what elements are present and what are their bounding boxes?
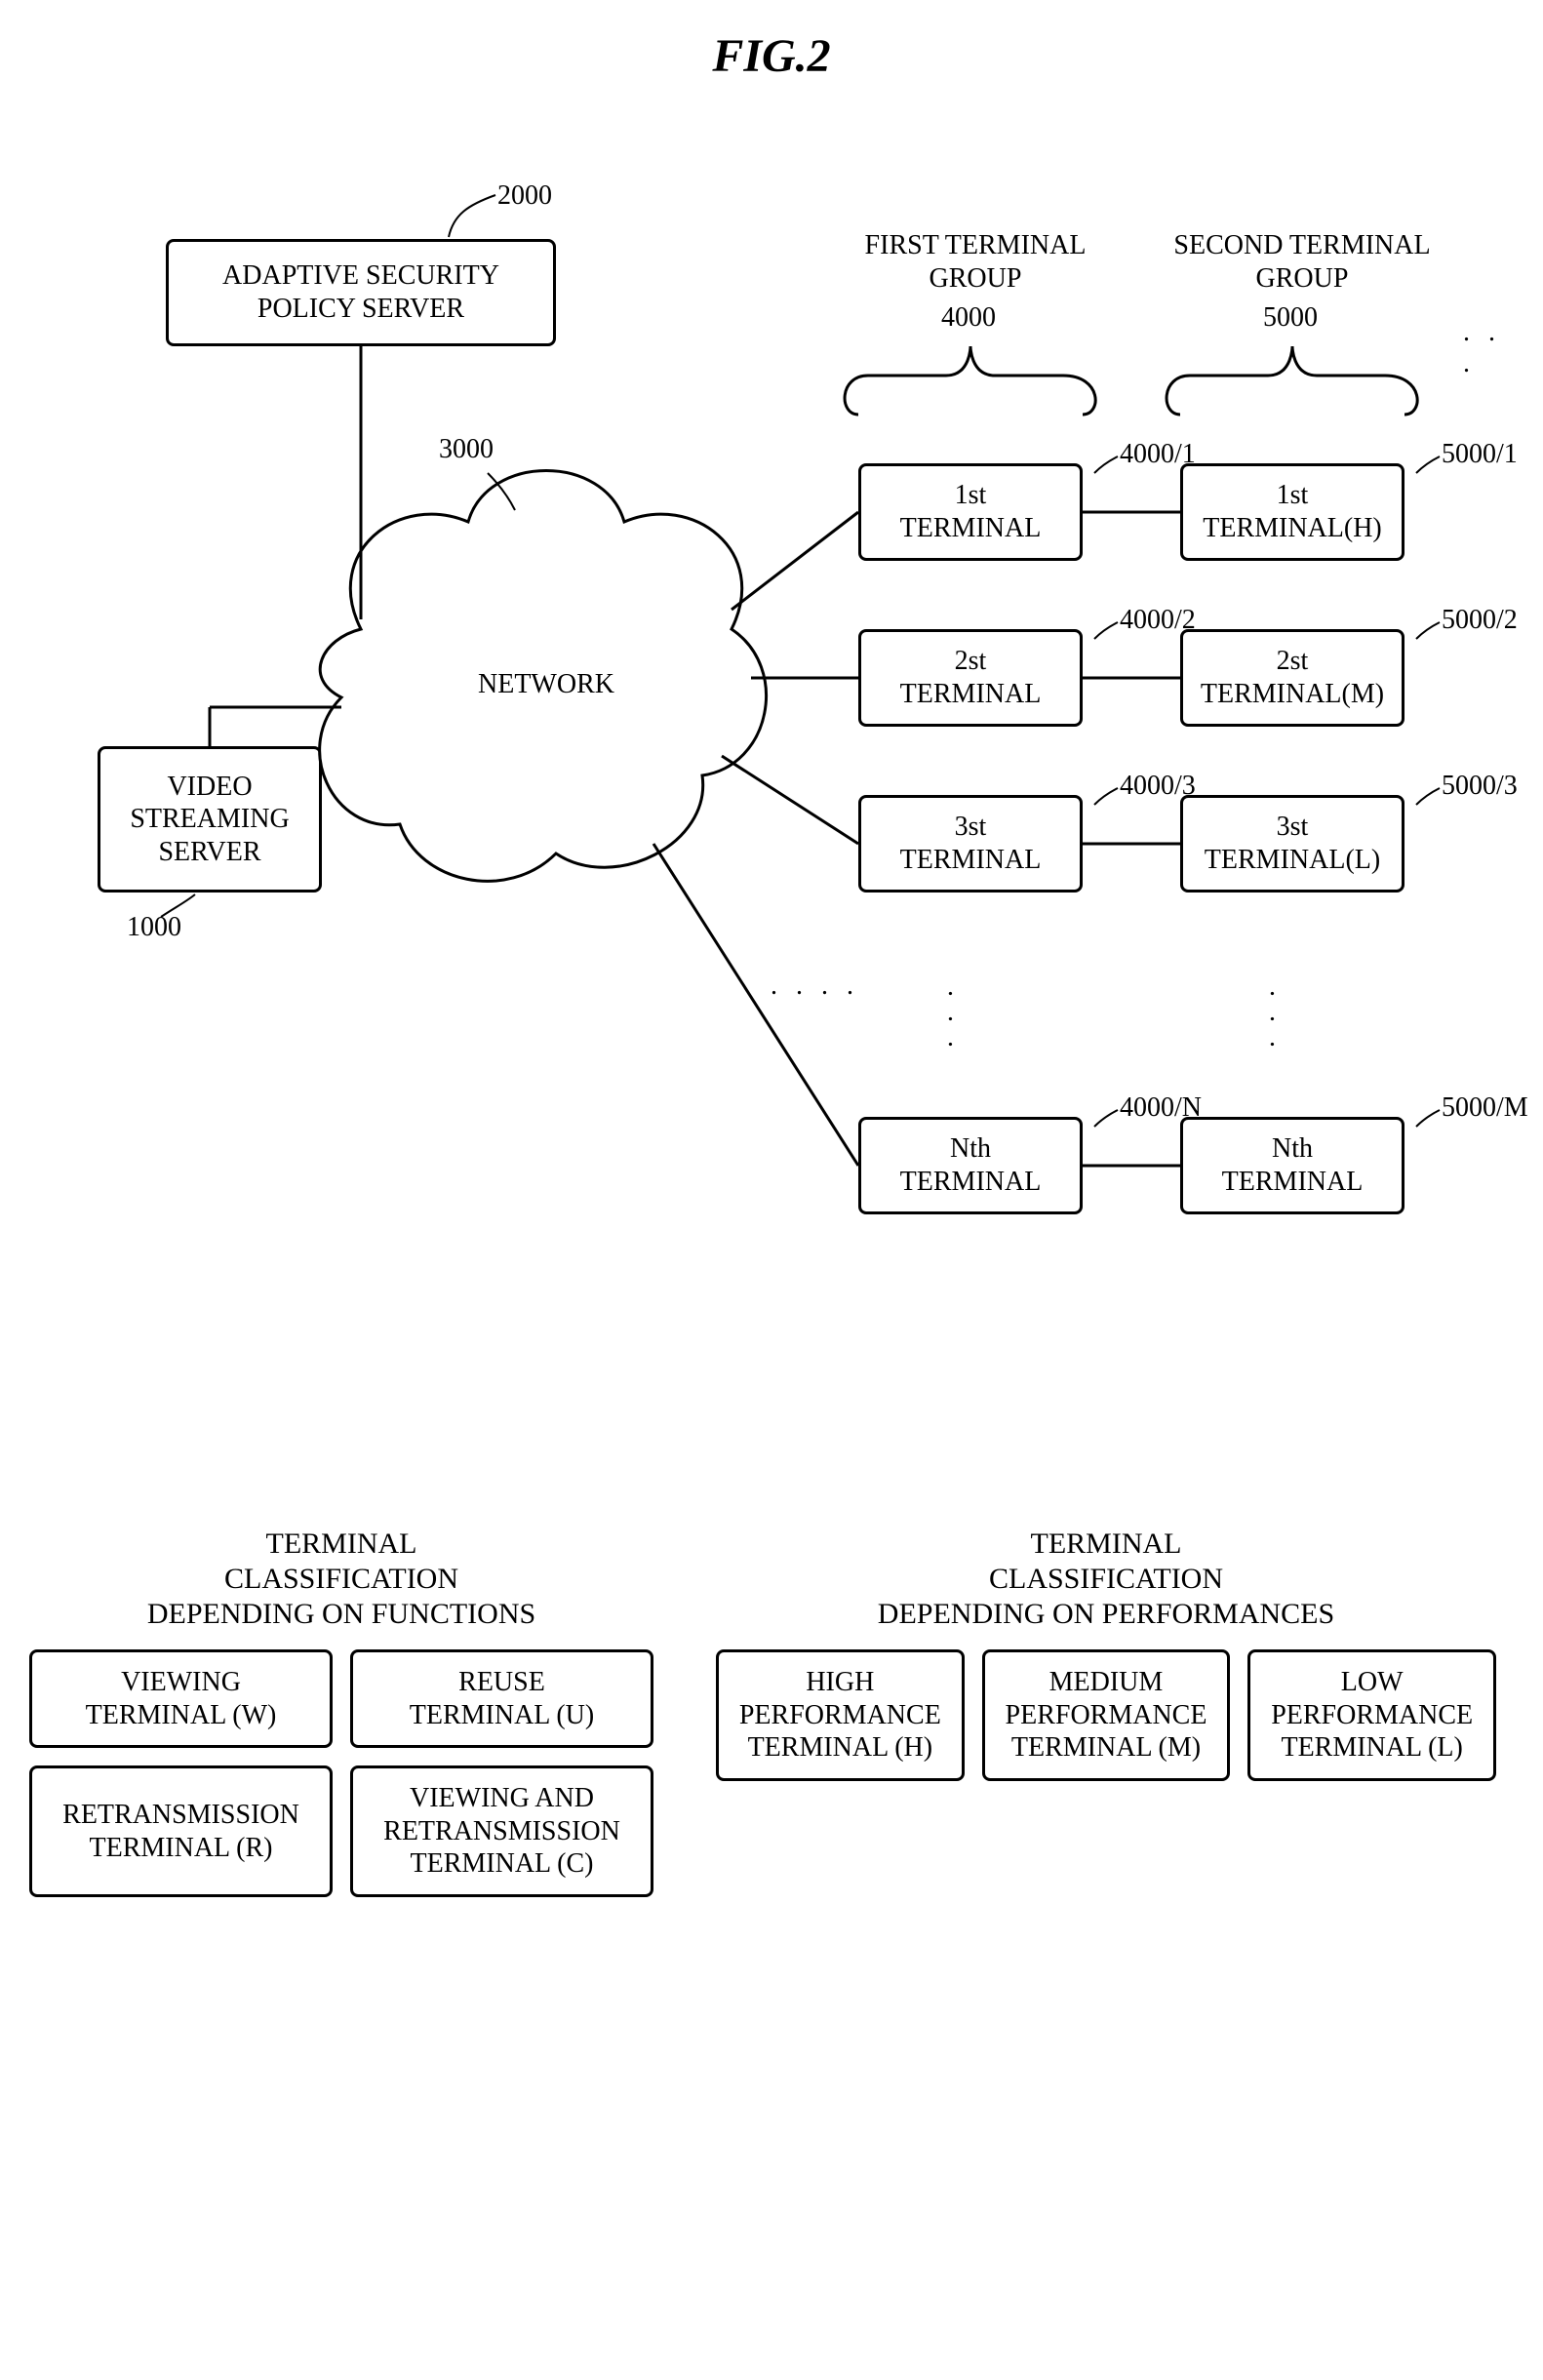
- legend-perf-2: LOWPERFORMANCETERMINAL (L): [1247, 1649, 1496, 1781]
- legend-fn-0: VIEWINGTERMINAL (W): [29, 1649, 333, 1748]
- legend-performances: TERMINALCLASSIFICATIONDEPENDING ON PERFO…: [716, 1527, 1496, 1781]
- legend-performances-title: TERMINALCLASSIFICATIONDEPENDING ON PERFO…: [716, 1527, 1496, 1632]
- dots-net: . . . .: [771, 971, 859, 1002]
- group1-ref: 4000: [941, 302, 996, 334]
- legend-functions-title: TERMINALCLASSIFICATIONDEPENDING ON FUNCT…: [29, 1527, 653, 1632]
- g1-term-1: 1stTERMINAL: [858, 463, 1083, 561]
- figure-title: FIG.2: [29, 29, 1514, 83]
- network-ref: 3000: [439, 434, 494, 465]
- g1-term-n: NthTERMINAL: [858, 1117, 1083, 1214]
- dots-g1: . . .: [941, 990, 972, 1053]
- legend-fn-3: VIEWING ANDRETRANSMISSIONTERMINAL (C): [350, 1765, 653, 1897]
- legend-fn-2: RETRANSMISSIONTERMINAL (R): [29, 1765, 333, 1897]
- legend-area: TERMINALCLASSIFICATIONDEPENDING ON FUNCT…: [29, 1527, 1514, 1897]
- policy-server-ref: 2000: [497, 180, 552, 212]
- g2-ref-1: 5000/1: [1442, 439, 1518, 470]
- g1-term-2: 2stTERMINAL: [858, 629, 1083, 727]
- group1-title: FIRST TERMINALGROUP: [839, 229, 1112, 295]
- legend-perf-0: HIGHPERFORMANCETERMINAL (H): [716, 1649, 965, 1781]
- g2-term-2: 2stTERMINAL(M): [1180, 629, 1405, 727]
- g2-term-1: 1stTERMINAL(H): [1180, 463, 1405, 561]
- policy-server-box: ADAPTIVE SECURITYPOLICY SERVER: [166, 239, 556, 346]
- legend-functions: TERMINALCLASSIFICATIONDEPENDING ON FUNCT…: [29, 1527, 653, 1897]
- video-server-ref: 1000: [127, 912, 181, 943]
- g2-term-3: 3stTERMINAL(L): [1180, 795, 1405, 892]
- g2-ref-n: 5000/M: [1442, 1092, 1528, 1124]
- network-label: NETWORK: [458, 668, 634, 701]
- g2-ref-2: 5000/2: [1442, 605, 1518, 636]
- legend-perf-1: MEDIUMPERFORMANCETERMINAL (M): [982, 1649, 1231, 1781]
- group2-ref: 5000: [1263, 302, 1318, 334]
- group2-title: SECOND TERMINALGROUP: [1151, 229, 1453, 295]
- video-server-box: VIDEOSTREAMINGSERVER: [98, 746, 322, 892]
- g1-term-3: 3stTERMINAL: [858, 795, 1083, 892]
- g2-term-n: NthTERMINAL: [1180, 1117, 1405, 1214]
- dots-g2: . . .: [1263, 990, 1294, 1053]
- diagram-area: ADAPTIVE SECURITYPOLICY SERVER 2000 VIDE…: [29, 122, 1514, 1488]
- dots-right: . . .: [1463, 317, 1514, 379]
- legend-fn-1: REUSETERMINAL (U): [350, 1649, 653, 1748]
- g2-ref-3: 5000/3: [1442, 771, 1518, 802]
